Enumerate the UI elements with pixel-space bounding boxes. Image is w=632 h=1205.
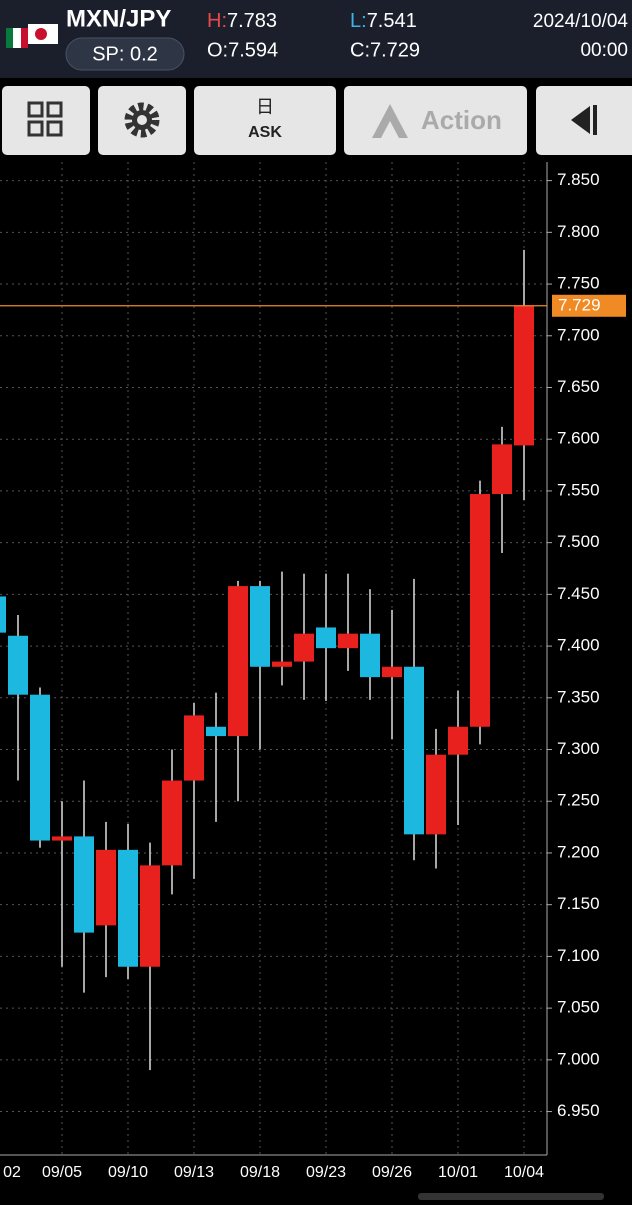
candle-body [162,780,182,866]
low-label: L: [350,10,367,32]
candle-body [0,596,6,633]
current-price-label: 7.729 [558,295,601,314]
x-tick-label: 09/05 [42,1164,82,1181]
x-tick-label: 10/04 [504,1164,544,1181]
candle-body [426,754,446,835]
current-price-box [552,294,626,317]
x-tick-label: 09/18 [240,1164,280,1181]
candle-body [228,586,248,737]
plot [0,249,534,1071]
y-tick-label: 7.550 [557,480,600,499]
high-value: 7.783 [227,10,277,32]
y-tick-label: 7.700 [557,325,600,344]
high-label: H: [207,10,227,32]
x-tick-label: 09/26 [372,1164,412,1181]
y-tick-label: 7.050 [557,998,600,1017]
y-tick-label: 7.650 [557,377,600,396]
candle-body [96,849,116,926]
y-tick-label: 7.500 [557,532,600,551]
x-tick-label: 09/23 [306,1164,346,1181]
candle-body [52,836,72,841]
spread: SP: 0.2 [92,43,158,65]
candle-body [140,865,160,967]
time: 00:00 [580,40,628,61]
candle-body [118,849,138,967]
y-tick-label: 7.000 [557,1049,600,1068]
x-tick-label: 10/01 [438,1164,478,1181]
layout-button[interactable] [2,86,90,155]
spread-pill [65,37,185,71]
bottom-bar [418,1193,604,1200]
x-tick-label: 09/13 [174,1164,214,1181]
candle-body [514,305,534,446]
y-tick-label: 7.450 [557,584,600,603]
candle-body [30,694,50,841]
close: C:7.729 [350,39,420,61]
action-button[interactable] [344,86,527,155]
candle-body [492,444,512,495]
y-tick-label: 7.300 [557,739,600,758]
y-tick-label: 6.950 [557,1101,600,1120]
y-tick-label: 7.600 [557,429,600,448]
y-tick-label: 7.200 [557,842,600,861]
x-tick-label: 02 [3,1164,21,1181]
flags [6,24,58,48]
candle-body [338,633,358,649]
ask-icon: 日 [256,97,274,117]
y-tick-label: 7.250 [557,791,600,810]
candle-body [74,836,94,933]
y-tick-label: 7.800 [557,222,600,241]
ask-button[interactable] [194,86,336,155]
candle-body [184,715,204,781]
candle-body [316,627,336,649]
symbol: MXN/JPY [66,5,171,32]
chart: 6.950 7.000 7.050 7.100 7.150 7.200 7.250 7.300… [0,162,626,1200]
action-label: Action [421,105,502,135]
candle-body [470,494,490,727]
y-tick-label: 7.350 [557,687,600,706]
y-tick-label: 7.750 [557,274,600,293]
candle-body [294,633,314,662]
low: L:7.541 [350,10,417,32]
candle-body [404,666,424,835]
low-value: 7.541 [367,10,417,32]
candle-body [360,633,380,678]
candle-body [8,635,28,695]
candle-body [250,586,270,667]
date: 2024/10/04 [533,11,629,32]
y-tick-label: 7.400 [557,636,600,655]
toolbar: 日 ASK Action [2,86,632,155]
y-tick-label: 7.100 [557,946,600,965]
high: H:7.783 [207,10,277,32]
x-tick-label: 09/10 [108,1164,148,1181]
candle-body [448,726,468,755]
candle-body [206,726,226,737]
ask-label: ASK [248,124,282,141]
candle-body [272,661,292,667]
candle-body [382,666,402,678]
y-tick-label: 7.150 [557,894,600,913]
y-tick-label: 7.850 [557,170,600,189]
open: O:7.594 [207,39,278,61]
